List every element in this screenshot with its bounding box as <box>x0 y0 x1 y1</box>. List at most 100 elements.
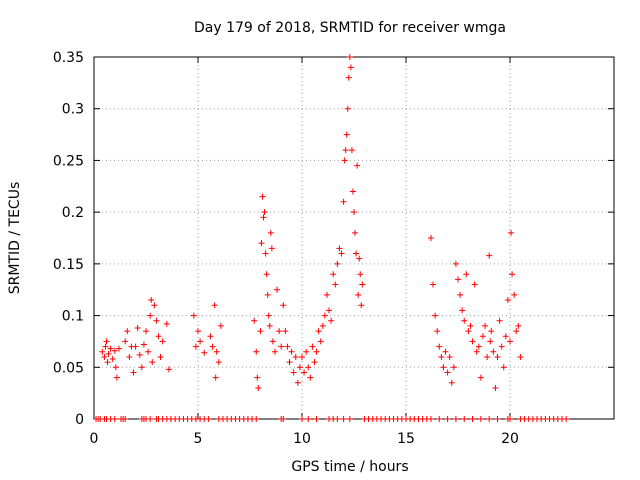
data-point <box>507 338 513 345</box>
data-point <box>209 343 216 350</box>
data-point <box>274 286 281 293</box>
plot-frame <box>93 56 615 420</box>
data-point <box>207 333 214 340</box>
data-point <box>276 328 283 335</box>
data-point <box>258 240 265 247</box>
data-point <box>484 353 491 360</box>
data-point <box>307 374 314 381</box>
data-point <box>357 271 364 278</box>
data-point <box>459 307 466 314</box>
data-point <box>205 416 212 422</box>
axis-ticks: 0 5 10 15 20 0 0.05 0.1 0.15 0.2 0.25 0.3 0.35 <box>53 50 614 447</box>
data-point <box>122 338 129 345</box>
data-point <box>517 353 524 360</box>
data-point <box>254 374 261 381</box>
data-point <box>147 416 154 422</box>
data-point <box>115 345 122 352</box>
data-point <box>124 328 131 335</box>
data-point <box>266 322 273 329</box>
data-point <box>112 364 119 371</box>
data-point <box>311 359 318 366</box>
x-axis-label: GPS time / hours <box>291 459 408 475</box>
data-point <box>334 416 341 422</box>
data-point <box>343 131 350 138</box>
data-point <box>107 345 114 352</box>
data-point <box>290 369 297 376</box>
data-point <box>165 366 172 373</box>
data-point <box>455 276 461 283</box>
data-point <box>487 338 494 345</box>
data-point <box>508 229 515 236</box>
data-point <box>101 353 108 360</box>
data-point <box>263 271 270 278</box>
data-point <box>262 250 269 257</box>
data-point <box>341 157 348 164</box>
data-point <box>309 343 316 350</box>
data-point <box>102 343 109 350</box>
data-point <box>292 353 299 360</box>
data-point <box>328 317 335 324</box>
data-point <box>353 250 360 257</box>
data-point <box>271 348 278 355</box>
data-point <box>432 312 439 319</box>
data-point <box>305 416 312 422</box>
data-point <box>465 328 472 335</box>
chart-title: Day 179 of 2018, SRMTID for receiver wmg… <box>194 20 506 36</box>
data-point <box>315 328 322 335</box>
data-point <box>469 416 476 422</box>
data-point <box>155 333 162 340</box>
data-point <box>461 317 468 324</box>
data-point <box>299 353 305 360</box>
data-point <box>326 307 333 314</box>
data-point <box>513 328 520 335</box>
data-point <box>358 302 365 309</box>
data-point <box>260 214 267 221</box>
data-point <box>195 328 201 335</box>
data-point <box>434 328 441 335</box>
data-point <box>467 322 474 329</box>
data-point <box>440 364 447 371</box>
data-point <box>151 302 158 309</box>
data-point <box>192 343 199 350</box>
x-tick-label: 10 <box>293 431 311 447</box>
data-point <box>215 359 222 366</box>
data-point <box>140 341 147 348</box>
data-point <box>299 416 305 422</box>
x-tick-label: 5 <box>194 431 203 447</box>
data-point <box>427 416 434 422</box>
grid <box>94 57 614 419</box>
data-point <box>305 364 312 371</box>
data-point <box>346 54 353 60</box>
data-point <box>157 353 164 360</box>
data-point <box>321 312 328 319</box>
data-point <box>265 312 272 319</box>
y-tick-label: 0.25 <box>53 153 84 169</box>
data-point <box>515 322 522 329</box>
data-point <box>261 209 268 216</box>
data-point <box>457 291 464 298</box>
data-point <box>211 302 218 309</box>
data-point <box>323 291 330 298</box>
data-point <box>111 416 118 422</box>
data-point <box>436 343 443 350</box>
data-point <box>436 416 443 422</box>
data-point <box>490 348 497 355</box>
data-point <box>340 416 347 422</box>
data-point <box>352 229 359 236</box>
data-point <box>452 260 459 267</box>
data-point <box>500 364 507 371</box>
data-point <box>356 255 363 262</box>
data-point <box>475 343 482 350</box>
data-point <box>563 416 570 422</box>
data-point <box>301 369 308 376</box>
data-point <box>136 351 143 358</box>
data-point <box>282 328 289 335</box>
data-points <box>93 54 570 422</box>
data-point <box>349 188 356 195</box>
data-point <box>145 348 152 355</box>
data-point <box>511 291 518 298</box>
data-point <box>351 209 357 216</box>
data-point <box>313 348 320 355</box>
data-point <box>286 359 293 366</box>
